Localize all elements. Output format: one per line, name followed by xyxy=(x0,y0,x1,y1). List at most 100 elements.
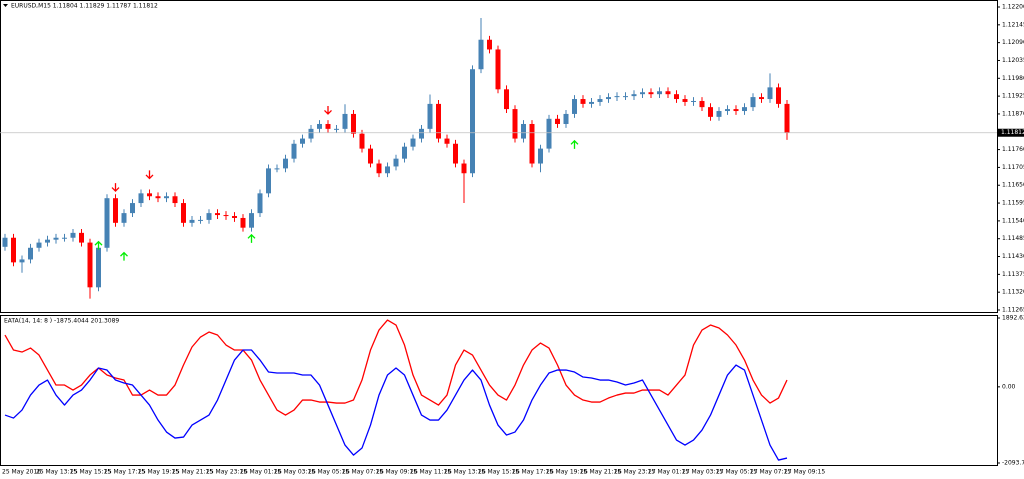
buy-arrow xyxy=(120,251,128,261)
y-tick-label: 1.11540 xyxy=(1002,217,1024,224)
candle-body xyxy=(716,111,722,117)
candle-body xyxy=(691,100,696,102)
sell-arrow xyxy=(145,170,154,180)
candle-body xyxy=(130,203,135,214)
candle-body xyxy=(283,158,288,169)
candle-body xyxy=(572,99,577,114)
candle-body xyxy=(240,217,246,228)
candle-body xyxy=(614,96,620,98)
candle-body xyxy=(70,232,76,238)
candle-body xyxy=(470,69,475,174)
candle-body xyxy=(631,94,637,97)
x-tick-label: 25 May 23:15 xyxy=(206,469,247,476)
candle-body xyxy=(62,237,67,239)
price-panel xyxy=(0,0,998,313)
y-tick-label: 1.11485 xyxy=(1002,235,1024,242)
y-tick-label: 1.11760 xyxy=(1002,146,1024,153)
y-tick-label: 1.11650 xyxy=(1002,182,1024,189)
candle-body xyxy=(521,123,526,139)
candle-body xyxy=(113,198,118,223)
x-tick-label: 26 May 07:15 xyxy=(342,469,383,476)
candle-body xyxy=(478,39,484,70)
x-tick-label: 25 May 19:15 xyxy=(138,469,179,476)
x-tick-label: 26 May 23:15 xyxy=(614,469,655,476)
candle-body xyxy=(206,213,212,220)
candle-body xyxy=(376,163,382,174)
candle-body xyxy=(266,168,271,194)
x-tick-label: 26 May 19:15 xyxy=(546,469,587,476)
candle-body xyxy=(529,123,535,164)
candle-body xyxy=(36,242,42,248)
candle-body xyxy=(759,97,764,100)
x-tick-label: 25 May 17:15 xyxy=(104,469,145,476)
buy-arrow xyxy=(247,233,256,243)
candle-body xyxy=(334,128,339,130)
x-tick-label: 25 May 2016 xyxy=(2,469,41,476)
y-tick-label: 1.11375 xyxy=(1002,271,1024,278)
y-tick-label: 1.11870 xyxy=(1002,110,1024,117)
candle-body xyxy=(555,118,560,124)
candle-body xyxy=(682,99,688,102)
y-tick-label: 1.11595 xyxy=(1002,200,1024,207)
candle-body xyxy=(223,215,229,217)
y-tick-label: 1.12090 xyxy=(1002,39,1024,46)
candle-body xyxy=(546,118,552,149)
sell-arrow xyxy=(111,183,120,192)
candle-body xyxy=(589,101,594,104)
y-tick-label: 1.11430 xyxy=(1002,253,1024,260)
x-tick-label: 25 May 15:15 xyxy=(70,469,111,476)
candle-body xyxy=(342,113,348,129)
y-tick-label: 1.11265 xyxy=(1002,307,1024,314)
candle-body xyxy=(742,107,747,112)
sell-arrow xyxy=(324,105,332,115)
candle-body xyxy=(147,193,152,197)
candle-body xyxy=(45,239,50,243)
x-tick-label: 27 May 09:15 xyxy=(784,469,825,476)
candle-body xyxy=(317,123,322,129)
candle-body xyxy=(232,216,237,218)
candle-body xyxy=(580,99,586,104)
y-tick-label: 1.11705 xyxy=(1002,164,1024,171)
candle-body xyxy=(504,89,509,110)
candle-body xyxy=(495,49,501,90)
x-tick-label: 26 May 17:15 xyxy=(512,469,553,476)
candle-body xyxy=(393,158,399,167)
candle-body xyxy=(198,219,203,221)
candle-body xyxy=(155,196,161,199)
candle-body xyxy=(725,109,730,112)
candle-body xyxy=(181,203,186,223)
candle-body xyxy=(53,237,59,240)
last-price-box xyxy=(998,128,1024,137)
candle-body xyxy=(138,193,144,204)
y-tick-label: 1.12145 xyxy=(1002,21,1024,28)
candle-body xyxy=(623,96,628,98)
candle-body xyxy=(249,213,254,228)
candle-body xyxy=(784,103,790,133)
candle-body xyxy=(351,113,356,134)
candle-body xyxy=(640,92,645,95)
candle-body xyxy=(699,100,705,108)
candle-body xyxy=(606,97,611,100)
candle-body xyxy=(11,237,16,263)
indicator-panel xyxy=(0,315,998,466)
candle-body xyxy=(750,97,756,108)
candle-body xyxy=(215,213,220,216)
candle-body xyxy=(28,247,33,260)
candle-body xyxy=(189,219,195,223)
y-tick-label: 1.11925 xyxy=(1002,93,1024,100)
x-tick-label: 27 May 01:15 xyxy=(648,469,689,476)
candle-body xyxy=(257,193,263,214)
x-tick-label: 27 May 03:15 xyxy=(682,469,723,476)
candle-body xyxy=(402,146,407,159)
candle-body xyxy=(674,94,679,100)
x-tick-label: 26 May 13:15 xyxy=(444,469,485,476)
candle-body xyxy=(436,103,441,139)
x-tick-label: 26 May 09:15 xyxy=(376,469,417,476)
candle-body xyxy=(427,103,433,129)
x-tick-label: 27 May 05:15 xyxy=(716,469,757,476)
buy-arrow xyxy=(94,240,103,250)
candle-body xyxy=(538,148,543,164)
x-tick-label: 26 May 15:15 xyxy=(478,469,519,476)
y-tick-label: 1.12200 xyxy=(1002,4,1024,11)
candle-body xyxy=(461,163,467,174)
